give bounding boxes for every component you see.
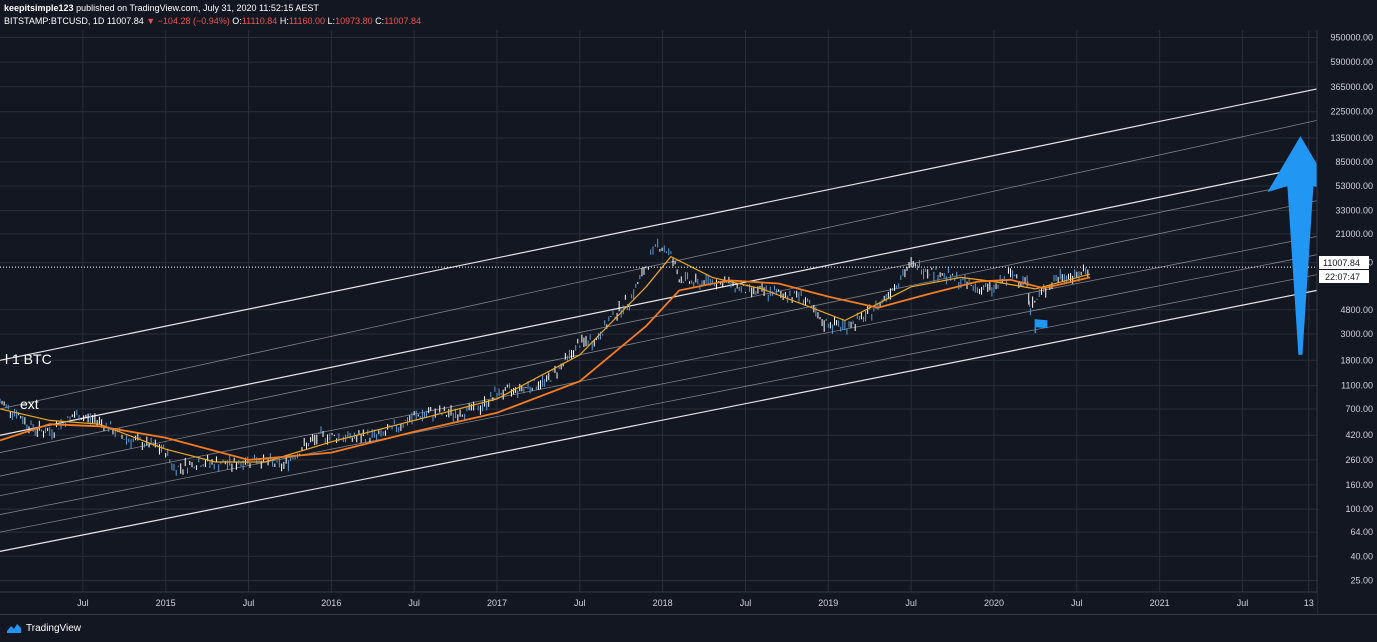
overlay-label-ext: ext [20, 396, 39, 412]
price-axis-panel[interactable] [1317, 30, 1377, 614]
footer-bar: TradingView [0, 614, 1377, 642]
high-value: 11160.00 [288, 16, 326, 26]
chart-header: keepitsimple123 published on TradingView… [0, 0, 1377, 30]
open-label: O: [232, 16, 242, 26]
publish-info: published on TradingView.com, July 31, 2… [76, 3, 319, 13]
time-tick-label: 2015 [156, 598, 176, 608]
channel-line [0, 88, 1318, 361]
price-tick-label: 3000.00 [1340, 329, 1373, 339]
last-price-box [1319, 256, 1369, 269]
time-tick-label: Jul [243, 598, 255, 608]
change-value: ▼ −104.28 (−0.94%) [146, 16, 230, 26]
time-tick-label: Jul [408, 598, 420, 608]
price-tick-label: 260.00 [1345, 455, 1373, 465]
price-tick-label: 40.00 [1350, 551, 1373, 561]
up-arrow-icon[interactable] [1267, 136, 1334, 355]
close-label: C: [375, 16, 385, 26]
time-tick-label: Jul [574, 598, 586, 608]
countdown-timer: 22:07:47 [1325, 272, 1360, 282]
brand-name: TradingView [26, 622, 82, 634]
time-tick-label: Jul [77, 598, 89, 608]
ma-slow-line [0, 276, 1091, 461]
price-tick-label: 1100.00 [1341, 381, 1373, 391]
ohlc-line: BITSTAMP:BTCUSD, 1D 11007.84 ▼ −104.28 (… [4, 16, 421, 26]
time-tick-label: 2019 [818, 598, 838, 608]
author-name[interactable]: keepitsimple123 [4, 3, 74, 13]
tradingview-logo-icon [7, 624, 21, 633]
price-tick-label: 21000.00 [1335, 229, 1373, 239]
open-value: 11110.84 [241, 16, 278, 26]
low-value: 10973.80 [335, 16, 373, 26]
time-tick-label: 2016 [321, 598, 341, 608]
channel-line [0, 289, 1318, 552]
flag-icon[interactable] [1034, 319, 1048, 334]
chart-grid [0, 30, 1317, 592]
price-tick-label: 33000.00 [1335, 206, 1373, 216]
price-tick-label: 590000.00 [1330, 57, 1373, 67]
close-value: 11007.84 [384, 16, 421, 26]
regression-channel-lines [0, 88, 1318, 552]
time-tick-label: 2017 [487, 598, 507, 608]
arrow-shape [1267, 136, 1334, 355]
time-axis-panel[interactable] [0, 592, 1317, 614]
time-tick-label: 2020 [984, 598, 1004, 608]
price-tick-label: 420.00 [1345, 430, 1373, 440]
price-tick-label: 64.00 [1350, 527, 1373, 537]
time-tick-label: 2021 [1150, 598, 1170, 608]
flag-cloth [1035, 319, 1048, 329]
price-tick-label: 950000.00 [1330, 33, 1373, 43]
price-tick-label: 365000.00 [1330, 82, 1373, 92]
price-tick-label: 700.00 [1345, 404, 1373, 414]
time-tick-label: Jul [905, 598, 917, 608]
price-tick-label: 160.00 [1345, 480, 1373, 490]
price-tick-label: 225000.00 [1330, 107, 1373, 117]
channel-line [0, 274, 1318, 533]
symbol-label[interactable]: BITSTAMP:BTCUSD, 1D [4, 16, 105, 26]
channel-line [0, 254, 1318, 515]
channel-line [0, 120, 1318, 410]
price-tick-label: 135000.00 [1330, 133, 1373, 143]
low-label: L: [327, 16, 336, 26]
last-price-value: 11007.84 [1323, 258, 1360, 268]
last-value: 11007.84 [106, 16, 144, 26]
channel-line [0, 200, 1318, 477]
channel-line [0, 164, 1318, 436]
price-tick-label: 25.00 [1350, 576, 1373, 586]
tradingview-brand[interactable]: TradingView [6, 622, 81, 634]
time-tick-label: Jul [740, 598, 752, 608]
high-label: H: [279, 16, 289, 26]
time-tick-label: 13 [1304, 598, 1314, 608]
price-tick-label: 85000.00 [1335, 157, 1373, 167]
time-tick-label: Jul [1237, 598, 1249, 608]
price-tick-label: 1800.00 [1340, 355, 1373, 365]
time-tick-label: 2018 [653, 598, 673, 608]
publish-line: keepitsimple123 published on TradingView… [4, 3, 319, 13]
time-tick-label: Jul [1071, 598, 1083, 608]
channel-line [0, 179, 1318, 453]
time-axis[interactable]: Jul 2015 Jul 2016 Jul 2017 Jul 2018 Jul 2019 Jul 20… [77, 598, 1314, 608]
price-tick-label: 53000.00 [1335, 181, 1373, 191]
ma-fast-line [0, 255, 1091, 463]
overlay-label-btc: l 1 BTC [5, 351, 52, 367]
countdown-box [1319, 270, 1369, 283]
price-tick-label: 4800.00 [1340, 305, 1373, 315]
moving-average-layer [0, 255, 1091, 463]
last-price-label: 11007.84 22:07:47 [1319, 256, 1369, 283]
price-tick-label: 100.00 [1345, 504, 1373, 514]
